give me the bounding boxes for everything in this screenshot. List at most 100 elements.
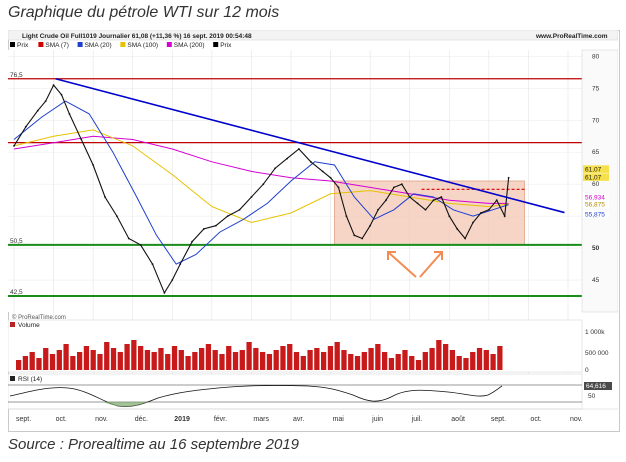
- price-point: [361, 237, 364, 240]
- x-tick-label-14: nov.: [570, 416, 583, 423]
- volume-bar: [402, 350, 408, 370]
- volume-bar: [90, 350, 96, 370]
- price-point: [377, 208, 379, 211]
- price-point: [408, 196, 411, 198]
- price-tag-3: 56,875: [585, 202, 605, 209]
- volume-bar: [158, 348, 164, 370]
- series-sma-100: [13, 129, 509, 224]
- x-tick-label-4: 2019: [174, 416, 190, 423]
- arrow-left-head: [387, 251, 396, 260]
- legend-label-5: Prix: [220, 42, 232, 49]
- price-tag-bg-1: [583, 173, 609, 181]
- rsi-label: RSI (14): [18, 376, 42, 383]
- price-tag-bg-3: [583, 200, 609, 209]
- price-tag-bg-0: [583, 165, 609, 173]
- price-point: [163, 291, 166, 294]
- volume-bar: [273, 350, 279, 370]
- caption-source: Source : Prorealtime au 16 septembre 201…: [8, 436, 299, 453]
- arrow-right-head: [434, 251, 443, 260]
- price-point: [68, 113, 71, 115]
- legend-label-1: SMA (7): [45, 42, 68, 49]
- y-tick-60: 60: [592, 181, 600, 188]
- volume-bar: [476, 348, 483, 370]
- volume-bar: [205, 344, 212, 370]
- volume-bar: [253, 348, 259, 370]
- legend-label-4: SMA (200): [174, 42, 205, 49]
- volume-bar: [63, 344, 69, 370]
- volume-bar: [199, 348, 205, 370]
- volume-bar: [429, 348, 435, 370]
- volume-bar: [260, 352, 266, 370]
- price-point: [503, 215, 506, 218]
- chart-header-bar: [8, 30, 618, 41]
- x-tick-label-10: juil.: [411, 416, 423, 423]
- legend-swatch-0: [10, 42, 15, 47]
- x-tick-label-3: déc.: [135, 416, 148, 423]
- volume-bar: [456, 356, 462, 370]
- volume-bar: [165, 354, 171, 370]
- volume-bar: [463, 358, 469, 370]
- price-point: [52, 84, 55, 87]
- volume-bar: [83, 346, 90, 370]
- price-point: [329, 176, 332, 179]
- price-point: [345, 215, 348, 218]
- volume-bar: [334, 342, 340, 370]
- volume-bar: [449, 350, 456, 370]
- price-point: [321, 170, 324, 173]
- price-point: [472, 221, 474, 224]
- volume-bar: [368, 348, 374, 370]
- legend-row: Prix SMA (7) SMA (20) SMA (100) SMA (200) Pri…: [10, 42, 232, 49]
- volume-bar: [314, 348, 320, 370]
- price-point: [440, 196, 443, 198]
- volume-bar: [307, 350, 313, 370]
- price-point: [392, 186, 395, 189]
- volume-bar: [124, 344, 130, 370]
- volume-bar: [144, 350, 151, 370]
- volume-bar: [77, 352, 83, 370]
- rsi-panel: [8, 373, 583, 410]
- price-point: [456, 228, 459, 230]
- volume-bar: [409, 356, 415, 370]
- volume-bar: [422, 352, 428, 370]
- x-tick-label-12: sept.: [491, 416, 506, 423]
- price-point: [80, 138, 83, 141]
- y-tick-75: 75: [592, 85, 600, 92]
- price-point: [226, 215, 229, 218]
- volume-bar: [171, 346, 178, 370]
- x-tick-label-8: mai: [333, 416, 345, 423]
- volume-bar: [22, 356, 29, 370]
- price-tag-0: 61,07: [585, 166, 602, 173]
- legend-swatch-5: [213, 42, 219, 47]
- rsi-value: 64,616: [586, 383, 606, 390]
- y-axis-band: [581, 49, 618, 313]
- price-point: [424, 208, 427, 211]
- y-tick-70: 70: [592, 117, 600, 124]
- volume-tick-0: 0: [585, 367, 589, 374]
- price-point: [191, 240, 193, 243]
- series-layer: [13, 84, 510, 295]
- price-point: [179, 263, 182, 265]
- volume-bar: [388, 358, 395, 370]
- price-point: [203, 228, 205, 230]
- volume-bar: [178, 350, 184, 370]
- arrow-left: [387, 251, 417, 278]
- volume-bar: [117, 352, 123, 370]
- price-point: [36, 109, 39, 112]
- x-tick-label-2: nov.: [95, 416, 108, 423]
- volume-bar: [341, 350, 347, 370]
- volume-bar: [415, 360, 422, 370]
- level-label-2: 50,5: [10, 238, 23, 245]
- volume-bar: [232, 352, 239, 370]
- x-axis: sept. oct. nov. déc. 2019 févr. mars avr. mai jui…: [8, 408, 618, 423]
- y-tick-65: 65: [592, 149, 600, 156]
- price-point: [286, 157, 288, 160]
- volume-bar: [56, 350, 62, 370]
- legend-swatch-3: [120, 42, 126, 47]
- x-tick-label-11: août: [451, 416, 465, 423]
- price-point: [139, 244, 142, 246]
- volume-bar: [375, 344, 381, 370]
- price-point: [238, 208, 241, 211]
- price-point: [60, 93, 63, 96]
- volume-bar: [361, 352, 367, 370]
- volume-bar: [226, 346, 232, 370]
